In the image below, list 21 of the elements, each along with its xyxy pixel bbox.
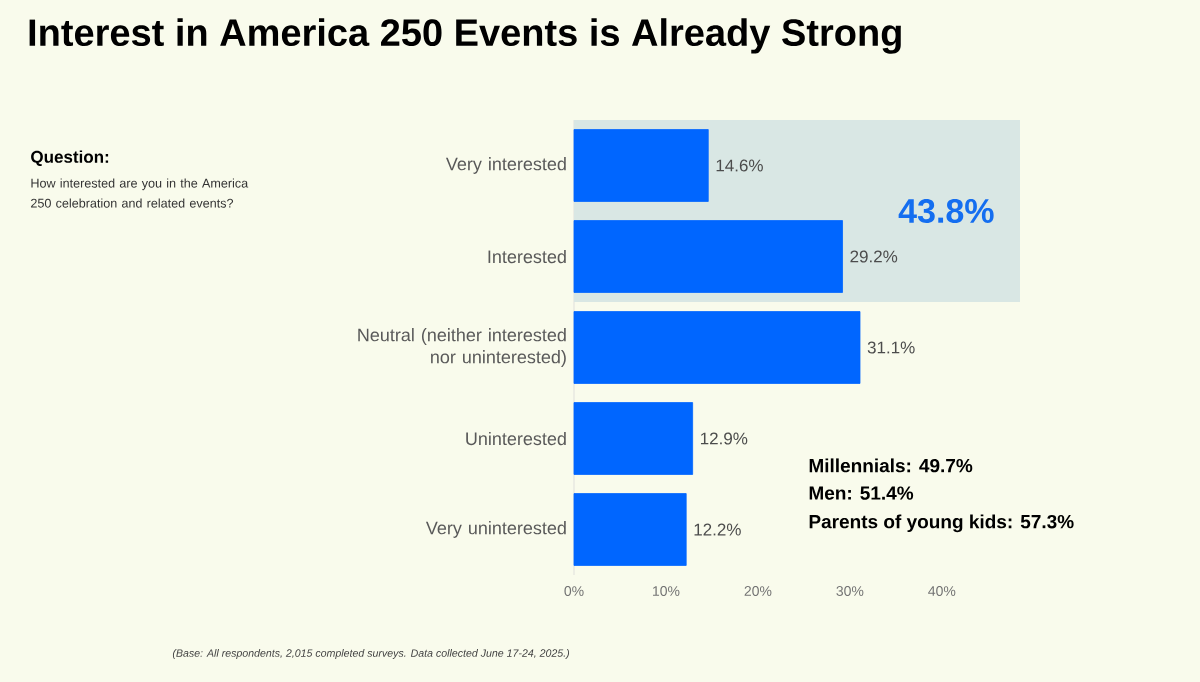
bar — [573, 129, 709, 202]
bar — [573, 220, 843, 293]
data-label: 12.2% — [694, 523, 741, 536]
band-label: 43.8% — [898, 198, 994, 224]
data-label: 14.6% — [716, 159, 763, 172]
bar — [573, 493, 687, 566]
annotation: Millennials: 49.7% — [809, 458, 973, 473]
y-tick-label: Uninterested — [466, 431, 566, 446]
y-tick-label: Neutral (neither interested nor uninterested) — [358, 328, 566, 367]
annotation: Men: 51.4% — [809, 486, 914, 500]
text: Question: — [31, 150, 109, 167]
chart-title: Interest in America 250 Events is Already Strong — [29, 18, 901, 54]
bar — [573, 311, 861, 384]
y-tick-label: Very interested — [445, 157, 566, 174]
data-label: 12.9% — [700, 432, 748, 445]
y-tick-label: Interested — [488, 249, 566, 264]
data-label: 31.1% — [867, 341, 915, 354]
data-label: 29.2% — [850, 250, 898, 263]
annotation: Parents of young kids: 57.3% — [809, 514, 1074, 533]
bar — [573, 402, 694, 475]
y-tick-label: Very uninterested — [425, 521, 566, 538]
